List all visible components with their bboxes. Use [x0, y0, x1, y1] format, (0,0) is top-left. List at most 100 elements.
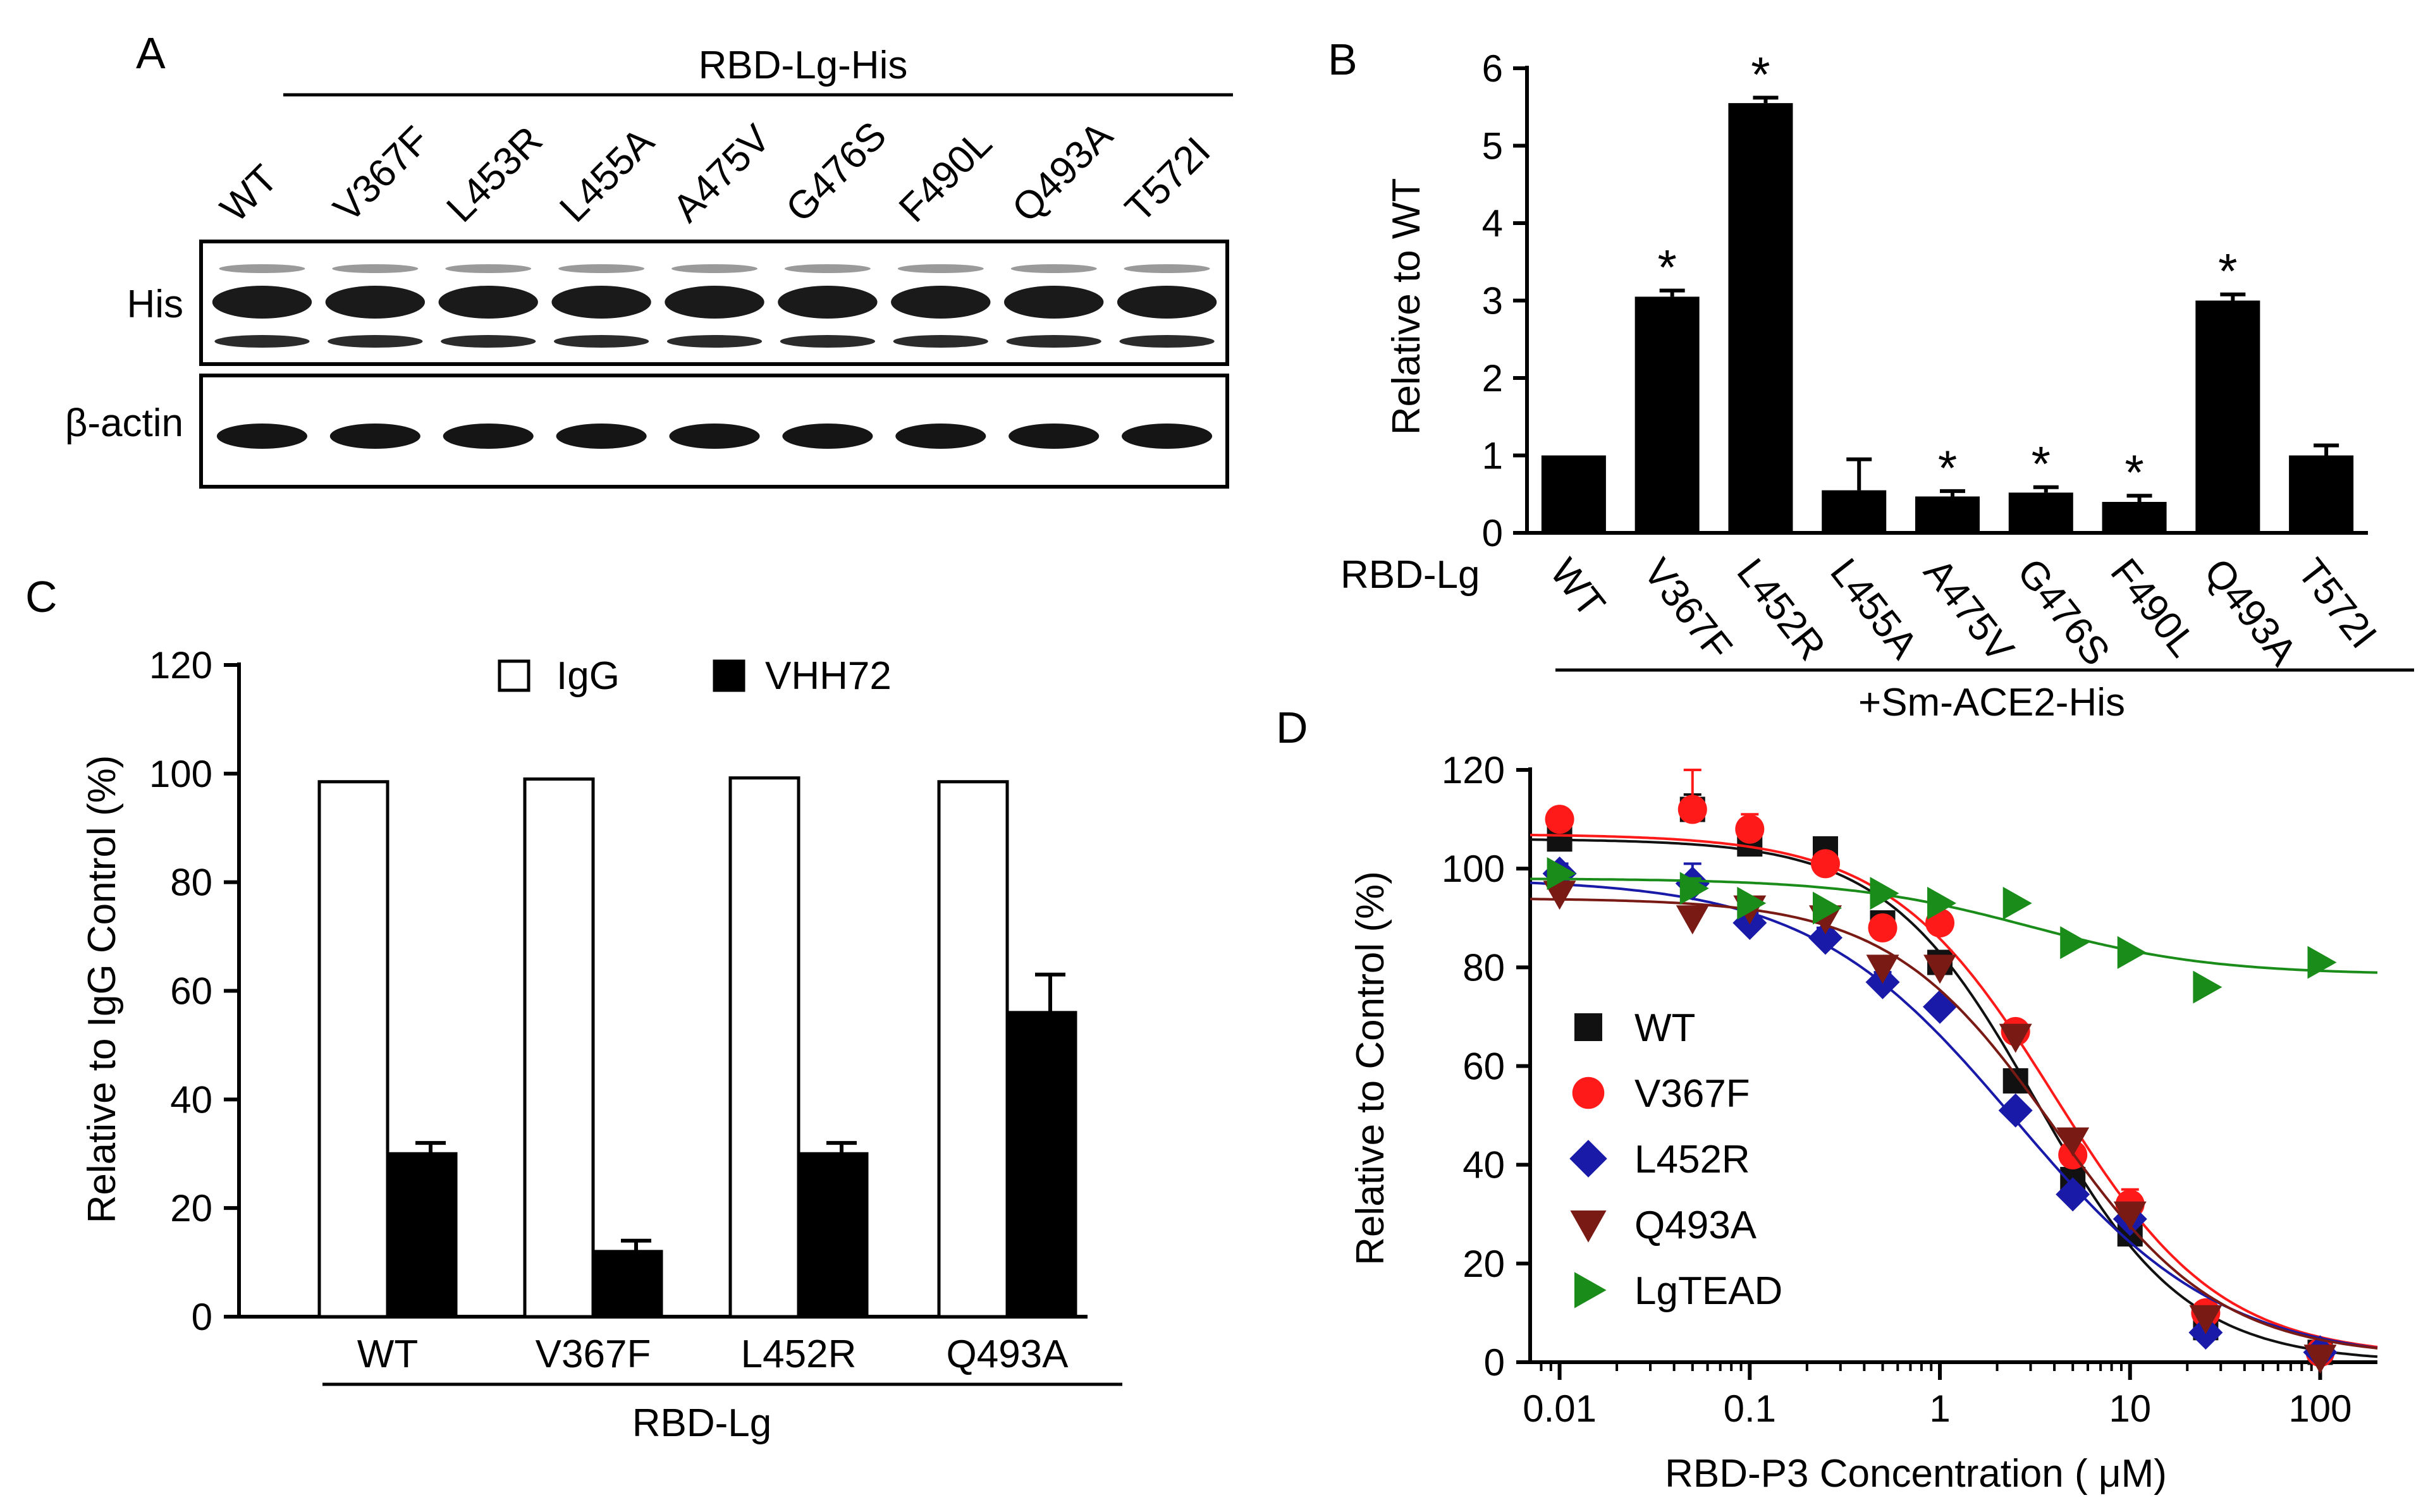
bar-a475v [1915, 496, 1980, 533]
category-label-l452r: L452R [741, 1332, 857, 1376]
bar-igg-wt [317, 780, 389, 1319]
panel-d-letter: D [1276, 703, 1308, 752]
his-band-upper [332, 264, 419, 273]
point-lgtead [2307, 946, 2337, 979]
y-tick-label: 80 [170, 862, 212, 904]
his-band-upper [1010, 264, 1097, 273]
point-l452r [1998, 1093, 2033, 1128]
panel-b-bottom-label: +Sm-ACE2-His [1858, 681, 2125, 724]
panel-b-bars: * * * * * * [1541, 47, 2354, 533]
category-label-l452r: L452R [1728, 551, 1834, 668]
panel-d-ylabel: Relative to Control (%) [1349, 871, 1392, 1265]
fit-curve-q493a [1530, 898, 2378, 1350]
panel-a-letter: A [136, 28, 166, 78]
his-band-main [1117, 286, 1217, 319]
x-tick-label: 100 [2288, 1387, 2351, 1430]
y-tick-label: 2 [1482, 357, 1503, 399]
his-band-upper [897, 264, 984, 273]
point-v367f [1810, 849, 1840, 879]
his-band-main [891, 286, 991, 319]
actin-band [1009, 424, 1100, 449]
lane-label-wt: WT [212, 157, 286, 231]
panel-d-legend: WT V367F L452R Q493A LgTEAD [1569, 1006, 1782, 1313]
y-tick-label: 0 [1484, 1341, 1505, 1384]
legend-label-igg: IgG [556, 654, 620, 698]
lane-label-f490l: F490L [891, 121, 1000, 231]
y-tick-label: 6 [1482, 47, 1503, 90]
point-l452r [1923, 989, 1958, 1024]
category-label-v367f: V367F [536, 1332, 651, 1376]
blot-bands [212, 264, 1217, 449]
category-label-wt: WT [1542, 551, 1614, 625]
panel-b-category-labels: WT V367FL452RL455AA475VG476SF490LQ493AT57… [1542, 551, 2385, 674]
his-band-main [1003, 286, 1104, 319]
y-tick-label: 40 [170, 1078, 212, 1121]
panel-c: C Relative to IgG Control (%) 0 20 40 60 80 1… [25, 572, 1122, 1445]
category-label-g476s: G476S [2009, 551, 2118, 674]
his-band-main [551, 286, 651, 319]
bar-l455a [1822, 490, 1887, 533]
lane-label-l453r: L453R [438, 118, 551, 231]
y-tick-label: 60 [1462, 1046, 1505, 1088]
bar-l452r [1728, 103, 1793, 533]
significance-star: * [2032, 436, 2051, 492]
point-q493a [2189, 1305, 2223, 1334]
x-tick-label: 0.01 [1523, 1387, 1597, 1430]
bar-vhh72-q493a [1005, 1011, 1077, 1319]
y-tick-label: 80 [1462, 946, 1505, 989]
bar-vhh72-v367f [591, 1250, 663, 1319]
bar-vhh72-l452r [797, 1152, 869, 1319]
lane-label-a475v: A475V [665, 116, 779, 231]
bar-igg-l452r [728, 776, 800, 1319]
x-tick-label: 0.1 [1724, 1387, 1776, 1430]
bar-g476s [2008, 492, 2073, 533]
y-tick-label: 120 [1442, 749, 1505, 791]
bar-vhh72-wt [386, 1152, 458, 1319]
significance-star: * [2124, 444, 2143, 500]
y-tick-label: 3 [1482, 280, 1503, 322]
significance-star: * [1657, 240, 1676, 295]
panel-d-axes: 0 20 40 60 80 100 120 0.01 0.1 1 10 100 [1442, 749, 2377, 1430]
y-tick-label: 0 [1482, 512, 1503, 554]
y-tick-label: 1 [1482, 435, 1503, 477]
point-q493a [1866, 954, 1899, 984]
panel-d-plot [1530, 769, 2378, 1374]
actin-label: β-actin [65, 401, 183, 445]
point-q493a [2303, 1344, 2337, 1374]
legend-label-wt: WT [1634, 1006, 1695, 1050]
his-band-upper [784, 264, 871, 273]
his-label: His [126, 283, 183, 326]
y-tick-label: 100 [1442, 848, 1505, 890]
point-v367f [1545, 805, 1574, 834]
point-q493a [1676, 905, 1709, 935]
his-band-main [325, 286, 426, 319]
category-label-a475v: A475V [1915, 551, 2022, 671]
his-band-main [665, 286, 764, 319]
significance-star: * [2218, 243, 2237, 299]
panel-d: D Relative to Control (%) RBD-P3 Concent… [1276, 703, 2378, 1496]
category-label-l455a: L455A [1822, 551, 1926, 667]
y-tick-label: 60 [170, 970, 212, 1013]
panel-b-row-label: RBD-Lg [1340, 553, 1480, 597]
point-v367f [1677, 795, 1707, 824]
fit-curve-v367f [1530, 834, 2378, 1348]
his-band-lower [780, 335, 876, 348]
x-tick-label: 10 [2109, 1387, 2151, 1430]
actin-band [669, 424, 760, 449]
y-tick-label: 5 [1482, 125, 1503, 168]
point-lgtead [1737, 886, 1767, 920]
lane-label-v367f: V367F [325, 118, 438, 231]
legend-label-v367f: V367F [1634, 1072, 1750, 1116]
panel-a-header: RBD-Lg-His [699, 44, 908, 87]
panel-a: A RBD-Lg-His WT V367F L453R L455A A475VG476S… [65, 28, 1233, 489]
legend-marker-wt [1574, 1013, 1602, 1041]
his-band-upper [671, 264, 757, 273]
point-v367f [1735, 814, 1765, 844]
fit-curve-lgtead [1530, 877, 2378, 974]
his-band-lower [893, 335, 988, 348]
point-lgtead [2002, 886, 2032, 920]
his-band-upper [445, 264, 532, 273]
point-wt [2002, 1068, 2028, 1094]
